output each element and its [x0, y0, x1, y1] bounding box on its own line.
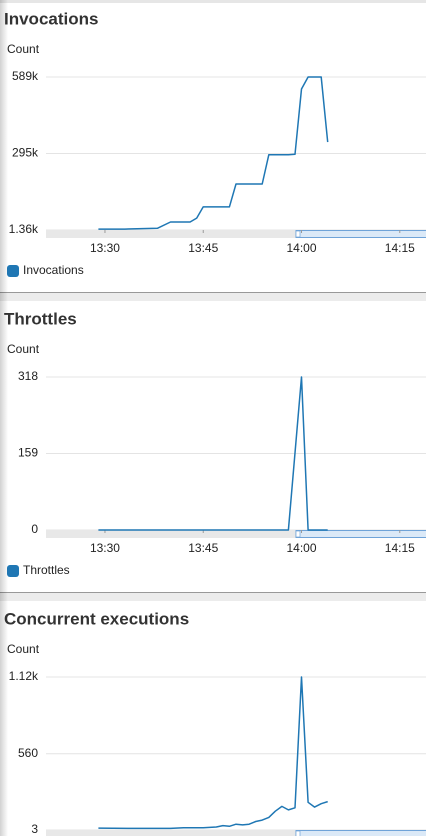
x-tick-label: 14:15 [385, 541, 415, 555]
y-axis-label: Count [7, 342, 40, 356]
chart-title: Throttles [4, 309, 77, 328]
x-tick-label: 14:15 [385, 241, 415, 255]
y-axis-label: Count [7, 642, 40, 656]
top-band [0, 0, 426, 3]
y-tick-label: 295k [12, 146, 39, 160]
series-line [98, 376, 328, 531]
y-axis-label: Count [7, 42, 40, 56]
x-axis-band [46, 830, 426, 836]
legend-swatch [7, 265, 19, 277]
chart-title: Invocations [4, 9, 98, 28]
y-tick-label: 1.12k [9, 669, 39, 683]
divider [0, 592, 426, 601]
divider [0, 292, 426, 301]
x-tick-label: 14:00 [287, 541, 317, 555]
range-handle [295, 230, 301, 238]
y-tick-label: 159 [18, 446, 38, 460]
x-axis-band [46, 530, 426, 538]
legend-swatch [7, 565, 19, 577]
y-tick-label: 1.36k [9, 222, 39, 236]
range-selector [295, 230, 426, 238]
legend-label: Throttles [23, 563, 70, 577]
y-tick-label: 560 [18, 746, 38, 760]
series-line [98, 676, 328, 830]
x-tick-label: 13:30 [90, 541, 120, 555]
x-tick-label: 14:00 [287, 241, 317, 255]
y-tick-label: 589k [12, 69, 39, 83]
chart-title: Concurrent executions [4, 609, 189, 628]
x-tick-label: 13:30 [90, 241, 120, 255]
range-selector [295, 530, 426, 538]
x-tick-label: 13:45 [188, 241, 218, 255]
series-line [98, 76, 329, 230]
x-axis-band [46, 230, 426, 238]
range-selector [295, 830, 426, 836]
y-tick-label: 0 [31, 522, 38, 536]
legend-label: Invocations [23, 263, 84, 277]
y-tick-label: 3 [31, 822, 38, 836]
x-tick-label: 13:45 [188, 541, 218, 555]
y-tick-label: 318 [18, 369, 38, 383]
range-handle [295, 530, 301, 538]
range-handle [295, 830, 301, 836]
charts: Invocations Count 1.36k 295k 589k 13:30 13:45 1… [4, 9, 426, 836]
left-shadow [0, 0, 8, 836]
